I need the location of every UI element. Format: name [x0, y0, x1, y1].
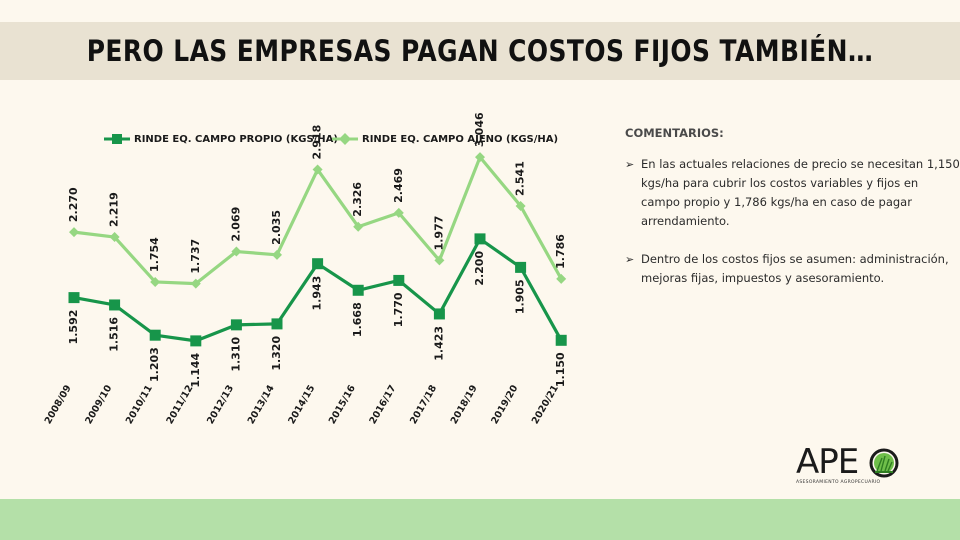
data-point-rented [556, 273, 567, 284]
data-point-rented [434, 255, 445, 266]
bottom-band [0, 499, 960, 540]
comments-panel: COMENTARIOS: ➢ En las actuales relacione… [625, 124, 960, 307]
data-point-rented [515, 200, 526, 211]
x-tick-label: 2012/13 [205, 383, 236, 426]
data-label-own: 1.144 [189, 353, 202, 388]
data-point-rented [231, 246, 242, 257]
data-point-rented [353, 221, 364, 232]
data-point-own [271, 318, 283, 330]
data-label-rented: 1.754 [148, 237, 161, 272]
data-point-own [109, 299, 121, 311]
data-point-own [515, 261, 527, 273]
x-tick-label: 2019/20 [489, 383, 520, 426]
data-point-rented [475, 152, 485, 163]
comment-text: En las actuales relaciones de precio se … [641, 157, 960, 228]
data-label-own: 1.203 [148, 347, 161, 382]
x-tick-label: 2016/17 [367, 383, 398, 426]
grass-ring-icon [869, 448, 899, 478]
data-label-own: 1.320 [270, 336, 283, 371]
x-tick-label: 2010/11 [124, 383, 155, 426]
data-label-own: 1.310 [229, 337, 242, 372]
data-label-own: 2.200 [473, 251, 486, 286]
data-label-rented: 1.786 [554, 234, 567, 269]
data-point-own [433, 308, 445, 320]
arrow-bullet-icon: ➢ [625, 158, 635, 171]
x-tick-label: 2015/16 [327, 383, 358, 426]
data-label-own: 1.943 [311, 276, 324, 311]
data-label-own: 1.668 [351, 302, 364, 337]
yield-chart: RINDE EQ. CAMPO PROPIO (KGS/HA) RINDE EQ.… [43, 112, 568, 426]
data-point-rented [150, 276, 161, 287]
arrow-bullet-icon: ➢ [625, 253, 635, 266]
data-label-rented: 2.469 [392, 168, 405, 203]
data-point-rented [69, 227, 79, 238]
data-point-own [149, 329, 161, 341]
x-tick-label: 2020/21 [530, 383, 561, 426]
x-tick-label: 2017/18 [408, 383, 439, 426]
data-label-own: 1.592 [67, 310, 80, 345]
company-logo: APE ASESORAMIENTO AGROPECUARIO [796, 444, 916, 494]
comment-item: ➢ En las actuales relaciones de precio s… [625, 155, 960, 231]
data-label-rented: 1.977 [432, 216, 445, 251]
comment-item: ➢ Dentro de los costos fijos se asumen: … [625, 250, 960, 288]
data-label-own: 1.516 [108, 317, 121, 352]
data-point-own [230, 319, 242, 331]
data-label-rented: 2.918 [311, 125, 324, 160]
x-tick-label: 2014/15 [286, 383, 317, 426]
x-tick-label: 2008/09 [43, 383, 74, 426]
legend-own-label: RINDE EQ. CAMPO PROPIO (KGS/HA) [134, 134, 338, 145]
data-point-own [190, 335, 202, 347]
data-label-own: 1.150 [554, 352, 567, 387]
comments-heading: COMENTARIOS: [625, 126, 724, 140]
legend-own-marker [112, 134, 122, 144]
data-point-own [474, 233, 486, 245]
data-point-rented [393, 207, 404, 218]
x-tick-label: 2011/12 [164, 383, 195, 426]
data-label-rented: 2.035 [270, 210, 283, 245]
data-point-rented [312, 164, 323, 175]
data-point-rented [272, 249, 282, 260]
data-label-rented: 2.069 [229, 207, 242, 242]
data-point-rented [190, 278, 201, 289]
x-tick-label: 2009/10 [83, 383, 114, 426]
data-label-own: 1.770 [392, 292, 405, 327]
data-label-own: 1.423 [432, 326, 445, 361]
x-tick-label: 2013/14 [246, 383, 277, 426]
data-point-own [393, 274, 405, 286]
legend-rented-label: RINDE EQ. CAMPO AJENO (KGS/HA) [362, 134, 558, 145]
data-label-rented: 1.737 [189, 239, 202, 274]
data-label-rented: 2.541 [514, 161, 527, 196]
data-label-rented: 2.270 [67, 187, 80, 222]
data-point-rented [109, 232, 120, 243]
x-tick-label: 2018/19 [449, 383, 480, 426]
data-label-rented: 3.046 [473, 112, 486, 147]
data-point-own [68, 292, 80, 304]
data-label-rented: 2.326 [351, 182, 364, 217]
data-point-own [555, 334, 567, 346]
logo-subtitle: ASESORAMIENTO AGROPECUARIO [796, 480, 881, 485]
legend-rented-marker [339, 133, 351, 145]
page-title: PERO LAS EMPRESAS PAGAN COSTOS FIJOS TAM… [86, 34, 874, 68]
data-label-rented: 2.219 [108, 192, 121, 227]
logo-text: APE [796, 442, 859, 482]
title-band: PERO LAS EMPRESAS PAGAN COSTOS FIJOS TAM… [0, 22, 960, 80]
data-point-own [312, 258, 324, 270]
comment-text: Dentro de los costos fijos se asumen: ad… [641, 252, 949, 285]
data-point-own [352, 284, 364, 296]
data-label-own: 1.905 [514, 279, 527, 314]
